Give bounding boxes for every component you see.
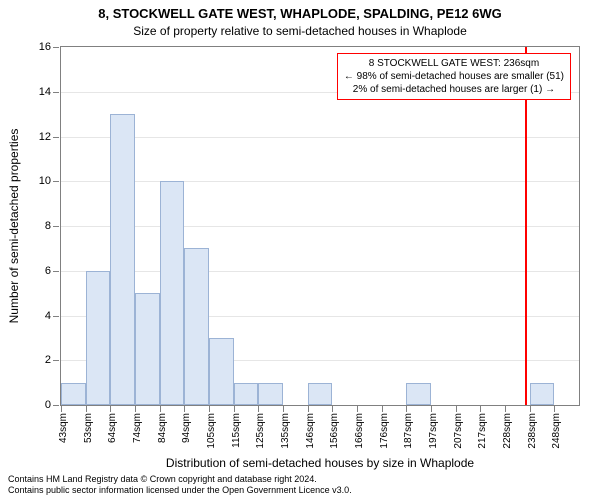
footer-note: Contains HM Land Registry data © Crown c… bbox=[8, 474, 592, 496]
x-tick bbox=[406, 406, 407, 412]
x-tick bbox=[283, 406, 284, 412]
x-tick bbox=[554, 406, 555, 412]
x-tick-label: 125sqm bbox=[255, 413, 266, 449]
gridline bbox=[61, 181, 579, 182]
x-tick-label: 135sqm bbox=[280, 413, 291, 449]
x-tick-label: 156sqm bbox=[329, 413, 340, 449]
x-tick bbox=[61, 406, 62, 412]
x-tick bbox=[86, 406, 87, 412]
x-tick-label: 248sqm bbox=[551, 413, 562, 449]
marker-line bbox=[525, 47, 527, 405]
x-tick-label: 207sqm bbox=[453, 413, 464, 449]
x-tick bbox=[308, 406, 309, 412]
histogram-bar bbox=[160, 181, 185, 405]
x-tick-label: 53sqm bbox=[83, 413, 94, 443]
histogram-bar bbox=[184, 248, 209, 405]
chart-title-sub: Size of property relative to semi-detach… bbox=[0, 24, 600, 38]
x-tick bbox=[209, 406, 210, 412]
x-tick bbox=[184, 406, 185, 412]
y-tick bbox=[53, 47, 59, 48]
plot-area: 8 STOCKWELL GATE WEST: 236sqm ← 98% of s… bbox=[60, 46, 580, 406]
histogram-bar bbox=[61, 383, 86, 405]
x-tick bbox=[332, 406, 333, 412]
chart-container: 8, STOCKWELL GATE WEST, WHAPLODE, SPALDI… bbox=[0, 0, 600, 500]
x-tick bbox=[382, 406, 383, 412]
x-tick-label: 43sqm bbox=[58, 413, 69, 443]
gridline bbox=[61, 271, 579, 272]
x-tick-label: 217sqm bbox=[477, 413, 488, 449]
annotation-line-2: ← 98% of semi-detached houses are smalle… bbox=[344, 70, 564, 83]
histogram-bar bbox=[308, 383, 333, 405]
x-tick bbox=[160, 406, 161, 412]
histogram-bar bbox=[135, 293, 160, 405]
y-tick bbox=[53, 360, 59, 361]
y-tick-label: 10 bbox=[39, 175, 51, 187]
y-tick bbox=[53, 316, 59, 317]
histogram-bar bbox=[530, 383, 555, 405]
histogram-bar bbox=[86, 271, 111, 405]
x-tick-label: 166sqm bbox=[354, 413, 365, 449]
histogram-bar bbox=[258, 383, 283, 405]
y-tick-label: 12 bbox=[39, 131, 51, 143]
x-tick bbox=[234, 406, 235, 412]
x-tick bbox=[135, 406, 136, 412]
x-tick-label: 105sqm bbox=[206, 413, 217, 449]
histogram-bar bbox=[234, 383, 259, 405]
y-tick bbox=[53, 405, 59, 406]
gridline bbox=[61, 226, 579, 227]
histogram-bar bbox=[110, 114, 135, 405]
x-axis-label: Distribution of semi-detached houses by … bbox=[60, 456, 580, 470]
x-tick-label: 84sqm bbox=[157, 413, 168, 443]
y-tick bbox=[53, 271, 59, 272]
x-tick-label: 94sqm bbox=[181, 413, 192, 443]
x-tick bbox=[357, 406, 358, 412]
y-tick-label: 2 bbox=[45, 354, 51, 366]
y-tick-label: 4 bbox=[45, 310, 51, 322]
x-tick-label: 176sqm bbox=[379, 413, 390, 449]
y-tick-label: 8 bbox=[45, 220, 51, 232]
x-tick-label: 146sqm bbox=[305, 413, 316, 449]
y-tick-label: 16 bbox=[39, 41, 51, 53]
y-tick-label: 14 bbox=[39, 86, 51, 98]
y-tick-label: 0 bbox=[45, 399, 51, 411]
y-axis-label: Number of semi-detached properties bbox=[7, 129, 21, 324]
x-tick bbox=[480, 406, 481, 412]
y-tick-label: 6 bbox=[45, 265, 51, 277]
footer-line-1: Contains HM Land Registry data © Crown c… bbox=[8, 474, 592, 485]
y-tick bbox=[53, 137, 59, 138]
x-tick bbox=[456, 406, 457, 412]
x-tick-label: 187sqm bbox=[403, 413, 414, 449]
footer-line-2: Contains public sector information licen… bbox=[8, 485, 592, 496]
x-tick bbox=[258, 406, 259, 412]
x-tick-label: 228sqm bbox=[502, 413, 513, 449]
x-tick-label: 74sqm bbox=[132, 413, 143, 443]
annotation-line-3: 2% of semi-detached houses are larger (1… bbox=[344, 83, 564, 96]
y-tick bbox=[53, 226, 59, 227]
histogram-bar bbox=[209, 338, 234, 405]
annotation-box: 8 STOCKWELL GATE WEST: 236sqm ← 98% of s… bbox=[337, 53, 571, 100]
histogram-bar bbox=[406, 383, 431, 405]
x-tick bbox=[110, 406, 111, 412]
x-tick bbox=[530, 406, 531, 412]
gridline bbox=[61, 137, 579, 138]
x-tick-label: 238sqm bbox=[527, 413, 538, 449]
x-tick-label: 64sqm bbox=[107, 413, 118, 443]
x-tick-label: 115sqm bbox=[231, 413, 242, 448]
x-tick-label: 197sqm bbox=[428, 413, 439, 449]
y-tick bbox=[53, 181, 59, 182]
chart-title-main: 8, STOCKWELL GATE WEST, WHAPLODE, SPALDI… bbox=[0, 6, 600, 21]
annotation-line-1: 8 STOCKWELL GATE WEST: 236sqm bbox=[344, 57, 564, 70]
x-tick bbox=[505, 406, 506, 412]
y-tick bbox=[53, 92, 59, 93]
x-tick bbox=[431, 406, 432, 412]
